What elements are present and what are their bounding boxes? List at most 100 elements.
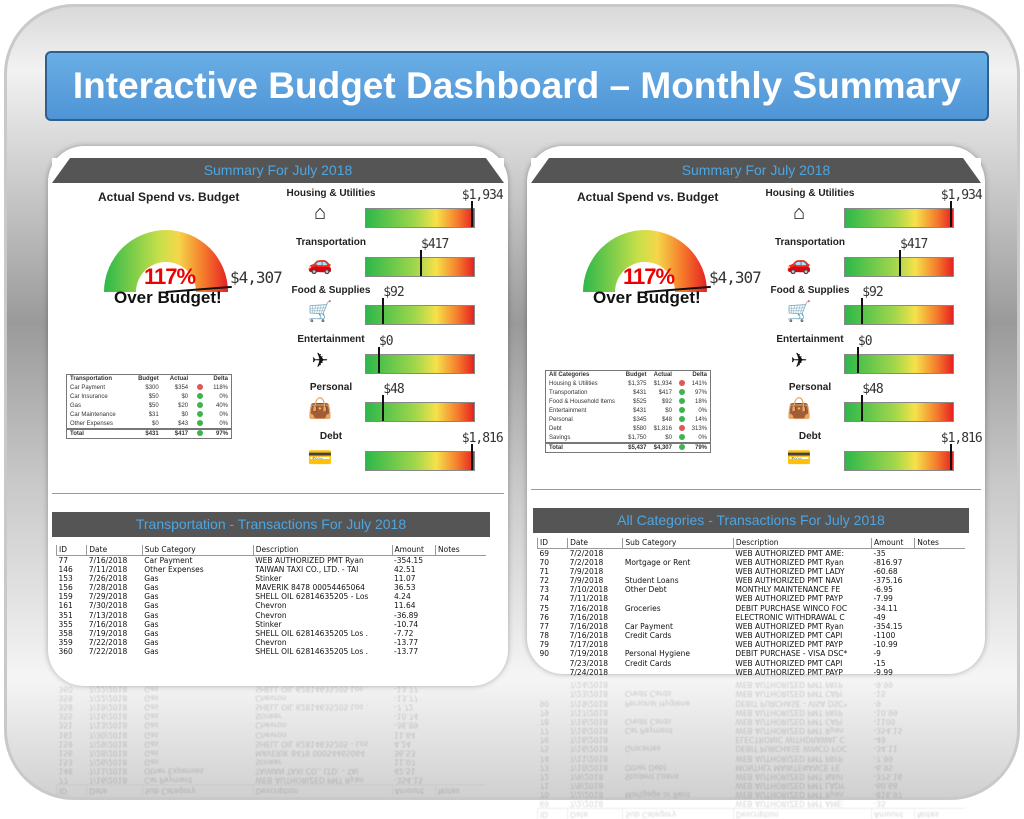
table-row: Savings $1,750 $0 0%: [546, 433, 711, 443]
column-header[interactable]: Notes: [435, 545, 486, 556]
transaction-row[interactable]: 70 7/2/2018 Mortgage or Rent WEB AUTHORIZED…: [538, 790, 966, 799]
transaction-cell: -10.99: [873, 640, 898, 650]
transaction-cell: 11.07: [394, 757, 416, 767]
transaction-row[interactable]: 360 7/22/2018 Gas SHELL OIL 62814635205 Los…: [57, 647, 487, 656]
transaction-cell: WEB AUTHORIZED PMT CAPI: [735, 716, 843, 726]
transaction-cell: -375.16: [873, 771, 903, 781]
transaction-cell: -7.99: [873, 753, 893, 763]
transaction-row[interactable]: 146 7/11/2018 Other Expenses TAIWAN TAXI CO…: [57, 565, 487, 574]
transaction-cell: Other Expenses: [144, 766, 204, 776]
transaction-row[interactable]: 76 7/16/2018 ELECTRONIC WITHDRAWAL C -49: [538, 613, 966, 622]
column-header[interactable]: ID: [55, 545, 87, 556]
transaction-row[interactable]: 71 7/9/2018 WEB AUTHORIZED PMT LADY -60.68: [538, 567, 966, 576]
transaction-row[interactable]: 90 7/19/2018 Personal Hygiene DEBIT PURCHAS…: [538, 649, 966, 658]
transaction-row[interactable]: 359 7/22/2018 Gas Chevron -13.77: [57, 693, 487, 702]
transaction-row[interactable]: 153 7/26/2018 Gas Stinker 11.07: [57, 758, 487, 767]
column-header[interactable]: Sub Category: [622, 538, 734, 549]
transaction-row[interactable]: 69 7/2/2018 WEB AUTHORIZED PMT AME: -35: [538, 548, 966, 558]
transaction-row[interactable]: 73 7/10/2018 Other Debt MONTHLY MAINTENANCE…: [538, 763, 966, 772]
transaction-row[interactable]: 7/24/2018 WEB AUTHORIZED PMT PAYP -9.99: [538, 668, 966, 677]
column-header[interactable]: Amount: [870, 538, 915, 549]
column-header[interactable]: Date: [86, 545, 143, 556]
transaction-row[interactable]: 71 7/9/2018 WEB AUTHORIZED PMT LADY -60.68: [538, 781, 966, 790]
column-header[interactable]: Date: [567, 538, 623, 549]
column-header[interactable]: ID: [56, 785, 87, 796]
column-header[interactable]: Notes: [914, 538, 965, 549]
transaction-row[interactable]: 358 7/19/2018 Gas SHELL OIL 62814635205 Los…: [57, 702, 487, 711]
column-header[interactable]: ID: [536, 538, 568, 549]
transaction-row[interactable]: 351 7/13/2018 Gas Chevron -36.89: [57, 610, 487, 620]
transaction-row[interactable]: 359 7/22/2018 Gas Chevron -13.77: [57, 638, 487, 647]
transactions-table[interactable]: ID Date Sub Category Description Amount Notes…: [55, 545, 487, 656]
table-row: Food & Household Items $525 $92 18%: [546, 398, 711, 407]
status-dot-icon: [678, 407, 685, 413]
transaction-row[interactable]: 355 7/16/2018 Gas Stinker -10.74: [57, 620, 487, 629]
column-header[interactable]: Date: [86, 785, 143, 796]
transaction-row[interactable]: 77 7/16/2018 Car Payment WEB AUTHORIZED PMT…: [57, 776, 487, 786]
column-header[interactable]: Notes: [914, 808, 965, 819]
transaction-row[interactable]: 351 7/13/2018 Gas Chevron -36.89: [57, 721, 487, 730]
table-cell: $4,307: [649, 441, 675, 452]
column-header[interactable]: Notes: [435, 785, 486, 796]
transaction-row[interactable]: 70 7/2/2018 Mortgage or Rent WEB AUTHORIZED…: [538, 558, 966, 567]
transactions-table[interactable]: ID Date Sub Category Description Amount Notes…: [536, 538, 966, 677]
transaction-row[interactable]: 74 7/11/2018 WEB AUTHORIZED PMT PAYP -7.99: [538, 754, 966, 763]
transaction-row[interactable]: 75 7/16/2018 Groceries DEBIT PURCHASE WINCO…: [538, 603, 966, 613]
column-header[interactable]: Sub Category: [622, 808, 734, 819]
category-bar-marker: [861, 395, 864, 421]
column-header[interactable]: Description: [733, 808, 872, 819]
transaction-cell: 69: [539, 799, 550, 809]
transaction-cell: -10.74: [394, 619, 419, 629]
transaction-row[interactable]: 77 7/16/2018 Car Payment WEB AUTHORIZED PMT…: [538, 726, 966, 735]
transaction-row[interactable]: 78 7/16/2018 Credit Cards WEB AUTHORIZED PM…: [538, 631, 966, 640]
column-header[interactable]: Amount: [871, 808, 915, 819]
transaction-row[interactable]: 7/23/2018 Credit Cards WEB AUTHORIZED PMT …: [538, 659, 966, 668]
column-header[interactable]: Description: [732, 538, 872, 549]
transaction-row[interactable]: 79 7/17/2018 WEB AUTHORIZED PMT PAYP -10.99: [538, 708, 966, 717]
column-header[interactable]: Description: [253, 785, 393, 796]
column-header[interactable]: Sub Category: [142, 785, 254, 796]
transaction-cell: [436, 555, 487, 565]
transaction-row[interactable]: 72 7/9/2018 Student Loans WEB AUTHORIZED PM…: [538, 772, 966, 781]
column-header[interactable]: ID: [537, 808, 568, 819]
transaction-row[interactable]: 156 7/28/2018 Gas MAVERIK 8478 00054465064 3…: [57, 583, 487, 592]
transaction-row[interactable]: 78 7/16/2018 Credit Cards WEB AUTHORIZED PM…: [538, 717, 966, 726]
transaction-row[interactable]: 153 7/26/2018 Gas Stinker 11.07: [57, 574, 487, 583]
transaction-cell: DEBIT PURCHASE WINCO FOC: [735, 744, 848, 754]
transaction-row[interactable]: 159 7/29/2018 Gas SHELL OIL 62814635205 - L…: [57, 739, 487, 748]
column-header[interactable]: Amount: [391, 545, 436, 556]
transaction-row[interactable]: 79 7/17/2018 WEB AUTHORIZED PMT PAYP -10.99: [538, 640, 966, 649]
column-header[interactable]: Description: [252, 545, 393, 556]
transaction-row[interactable]: 76 7/16/2018 ELECTRONIC WITHDRAWAL C -49: [538, 735, 966, 744]
transaction-row[interactable]: 156 7/28/2018 Gas MAVERIK 8478 00054465064 3…: [57, 748, 487, 757]
transaction-row[interactable]: 69 7/2/2018 WEB AUTHORIZED PMT AME: -35: [538, 799, 966, 809]
transaction-row[interactable]: 358 7/19/2018 Gas SHELL OIL 62814635205 Los…: [57, 629, 487, 638]
column-header[interactable]: Amount: [392, 785, 436, 796]
transaction-row[interactable]: 73 7/10/2018 Other Debt MONTHLY MAINTENANCE…: [538, 585, 966, 594]
transaction-row[interactable]: 159 7/29/2018 Gas SHELL OIL 62814635205 - L…: [57, 592, 487, 601]
transaction-cell: 7/10/2018: [569, 585, 609, 595]
transaction-cell: 71: [539, 566, 550, 576]
transaction-row[interactable]: 77 7/16/2018 Car Payment WEB AUTHORIZED PMT…: [538, 622, 966, 631]
column-header[interactable]: Date: [567, 808, 623, 819]
transaction-cell: Gas: [144, 601, 159, 611]
transaction-row[interactable]: 355 7/16/2018 Gas Stinker -10.74: [57, 712, 487, 721]
transaction-cell: Gas: [144, 739, 159, 749]
transaction-row[interactable]: 72 7/9/2018 Student Loans WEB AUTHORIZED PM…: [538, 576, 966, 585]
transaction-row[interactable]: 7/24/2018 WEB AUTHORIZED PMT PAYP -9.99: [538, 680, 966, 689]
transaction-row[interactable]: 90 7/19/2018 Personal Hygiene DEBIT PURCHAS…: [538, 698, 966, 707]
transaction-row[interactable]: 146 7/11/2018 Other Expenses TAIWAN TAXI CO…: [57, 767, 487, 776]
transaction-row[interactable]: 360 7/22/2018 Gas SHELL OIL 62814635205 Los…: [57, 684, 487, 693]
transaction-cell: ELECTRONIC WITHDRAWAL C: [735, 612, 845, 622]
transaction-cell: [436, 610, 487, 619]
transaction-row[interactable]: 7/23/2018 Credit Cards WEB AUTHORIZED PMT …: [538, 689, 966, 698]
table-cell: 118%: [213, 385, 228, 391]
table-cell: 14%: [694, 417, 707, 423]
transaction-cell: 7/22/2018: [88, 647, 128, 657]
transaction-row[interactable]: 75 7/16/2018 Groceries DEBIT PURCHASE WINCO…: [538, 744, 966, 753]
transaction-row[interactable]: 77 7/16/2018 Car Payment WEB AUTHORIZED PMT…: [57, 555, 487, 565]
column-header[interactable]: Sub Category: [141, 545, 254, 556]
transaction-row[interactable]: 161 7/30/2018 Gas Chevron 11.64: [57, 601, 487, 610]
transaction-row[interactable]: 74 7/11/2018 WEB AUTHORIZED PMT PAYP -7.99: [538, 594, 966, 603]
transaction-row[interactable]: 161 7/30/2018 Gas Chevron 11.64: [57, 730, 487, 739]
